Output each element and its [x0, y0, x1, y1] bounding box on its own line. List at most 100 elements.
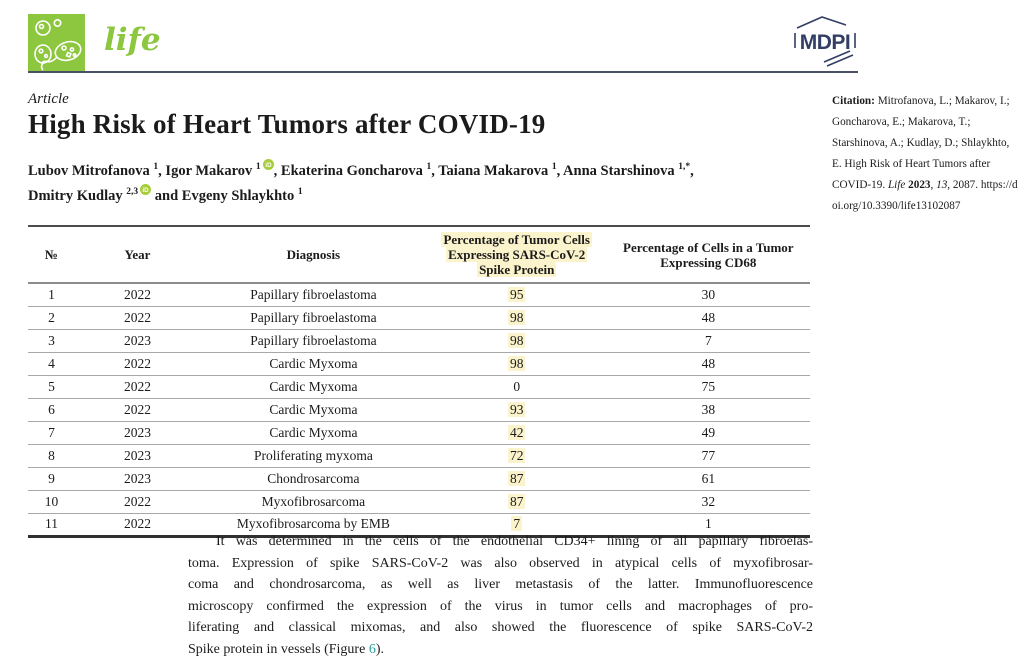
cell-year: 2023: [75, 444, 200, 467]
svg-text:iD: iD: [265, 162, 272, 169]
author-name: Ekaterina Goncharova: [281, 163, 427, 179]
cell-diagnosis: Myxofibrosarcoma: [200, 490, 427, 513]
cell-diagnosis: Papillary fibroelastoma: [200, 306, 427, 329]
citation-label: Citation:: [832, 95, 875, 107]
cell-number: 2: [28, 306, 75, 329]
cell-diagnosis: Proliferating myxoma: [200, 444, 427, 467]
highlighted-value: 98: [508, 310, 526, 325]
cell-cd68-percentage: 61: [607, 467, 810, 490]
author-separator: ,: [274, 163, 281, 179]
cell-diagnosis: Papillary fibroelastoma: [200, 283, 427, 306]
citation-year: 2023: [905, 179, 930, 191]
header-divider: [28, 71, 858, 73]
cell-spike-percentage: 98: [427, 306, 607, 329]
highlighted-value: 98: [508, 333, 526, 348]
body-paragraph-line: coma and chondrosarcoma, as well as live…: [188, 574, 813, 596]
author-name: Taiana Makarova: [438, 163, 552, 179]
body-paragraph-line: It was determined in the cells of the en…: [188, 531, 813, 553]
cell-spike-percentage: 95: [427, 283, 607, 306]
cell-year: 2022: [75, 306, 200, 329]
highlighted-header-text: Percentage of Tumor Cells Expressing SAR…: [441, 232, 591, 277]
column-header: Percentage of Cells in a Tumor Expressin…: [607, 226, 810, 283]
cell-spike-percentage: 87: [427, 490, 607, 513]
cell-cd68-percentage: 7: [607, 329, 810, 352]
cell-spike-percentage: 0: [427, 375, 607, 398]
cell-year: 2022: [75, 375, 200, 398]
cell-cd68-percentage: 32: [607, 490, 810, 513]
citation-authors-title: Mitrofanova, L.; Makarov, I.; Goncharova…: [832, 95, 1010, 191]
cell-number: 8: [28, 444, 75, 467]
cell-spike-percentage: 98: [427, 352, 607, 375]
svg-text:iD: iD: [143, 187, 150, 194]
cell-spike-percentage: 72: [427, 444, 607, 467]
cell-number: 7: [28, 421, 75, 444]
cell-diagnosis: Cardic Myxoma: [200, 421, 427, 444]
cell-cd68-percentage: 75: [607, 375, 810, 398]
cell-year: 2023: [75, 467, 200, 490]
body-paragraph-line: toma. Expression of spike SARS-CoV-2 was…: [188, 553, 813, 575]
figure-6-link[interactable]: 6: [369, 642, 376, 657]
cell-number: 1: [28, 283, 75, 306]
orcid-icon[interactable]: iD: [140, 181, 151, 192]
cell-cd68-percentage: 49: [607, 421, 810, 444]
author-affiliation-sup: 1: [256, 162, 261, 172]
cell-cd68-percentage: 48: [607, 306, 810, 329]
highlighted-value: 98: [508, 356, 526, 371]
author-affiliation-sup: 1: [298, 187, 303, 197]
cell-spike-percentage: 42: [427, 421, 607, 444]
highlighted-value: 7: [511, 516, 522, 531]
column-header: №: [28, 226, 75, 283]
cell-year: 2023: [75, 329, 200, 352]
body-paragraph-line: microscopy confirmed the expression of t…: [188, 596, 813, 618]
cell-cd68-percentage: 48: [607, 352, 810, 375]
cell-cd68-percentage: 30: [607, 283, 810, 306]
life-journal-logo[interactable]: [28, 14, 85, 71]
author-name: Igor Makarov: [165, 163, 256, 179]
cell-diagnosis: Chondrosarcoma: [200, 467, 427, 490]
highlighted-value: 72: [508, 448, 526, 463]
paragraph-text: Spike protein in vessels (Figure: [188, 642, 369, 657]
cell-number: 4: [28, 352, 75, 375]
citation-journal: Life: [888, 179, 905, 191]
citation-volume: 13: [936, 179, 947, 191]
cell-number: 3: [28, 329, 75, 352]
cell-number: 5: [28, 375, 75, 398]
orcid-icon[interactable]: iD: [263, 156, 274, 167]
mdpi-logo[interactable]: MDPI: [788, 12, 862, 68]
highlighted-value: 93: [508, 402, 526, 417]
cell-number: 10: [28, 490, 75, 513]
cell-number: 6: [28, 398, 75, 421]
highlighted-value: 95: [508, 287, 526, 302]
cell-cd68-percentage: 38: [607, 398, 810, 421]
cell-year: 2022: [75, 283, 200, 306]
column-header: Year: [75, 226, 200, 283]
citation-block: Citation: Mitrofanova, L.; Makarov, I.; …: [832, 91, 1020, 217]
journal-name: life: [104, 22, 161, 58]
cell-cd68-percentage: 77: [607, 444, 810, 467]
highlighted-value: 87: [508, 494, 526, 509]
cell-number: 11: [28, 513, 75, 536]
cell-diagnosis: Cardic Myxoma: [200, 375, 427, 398]
cell-year: 2023: [75, 421, 200, 444]
paragraph-text: ).: [376, 642, 384, 657]
cell-year: 2022: [75, 490, 200, 513]
body-paragraph: It was determined in the cells of the en…: [188, 531, 813, 660]
author-separator: and: [151, 188, 182, 204]
author-affiliation-sup: 1,*: [678, 162, 690, 172]
column-header: Percentage of Tumor Cells Expressing SAR…: [427, 226, 607, 283]
author-separator: ,: [690, 163, 694, 179]
citation-pages: , 2087.: [947, 179, 981, 191]
cell-number: 9: [28, 467, 75, 490]
